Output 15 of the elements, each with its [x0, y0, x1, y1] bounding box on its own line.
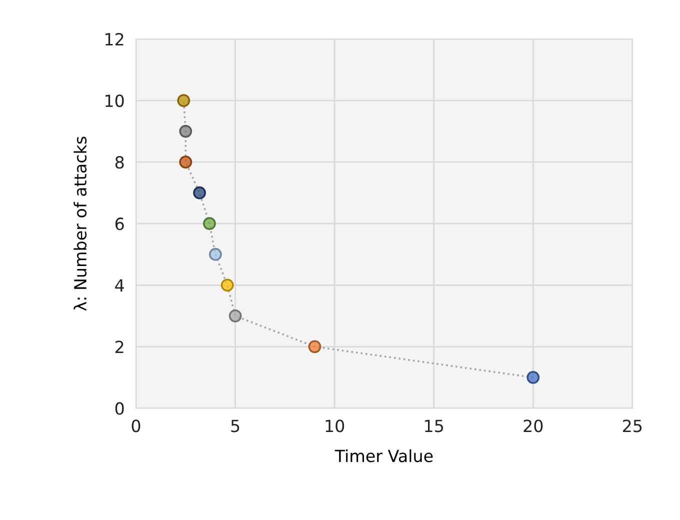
- y-tick-label: 6: [115, 218, 124, 230]
- x-tick-label: 0: [132, 420, 140, 432]
- y-tick-label: 12: [106, 32, 124, 46]
- x-axis-title: Timer Value: [334, 449, 433, 462]
- y-tick-label: 2: [116, 340, 124, 353]
- x-tick-label: 25: [623, 420, 642, 432]
- y-tick-label: 0: [115, 402, 124, 415]
- x-tick-label: 10: [326, 420, 344, 432]
- y-tick-label: 4: [115, 279, 124, 292]
- x-tick-label: 20: [524, 420, 543, 432]
- x-tick-label: 5: [231, 420, 240, 432]
- x-tick-label: 15: [425, 420, 443, 432]
- y-axis-title: λ: Number of attacks: [74, 136, 87, 311]
- y-tick-label: 10: [106, 94, 124, 108]
- y-tick-label: 8: [115, 156, 124, 169]
